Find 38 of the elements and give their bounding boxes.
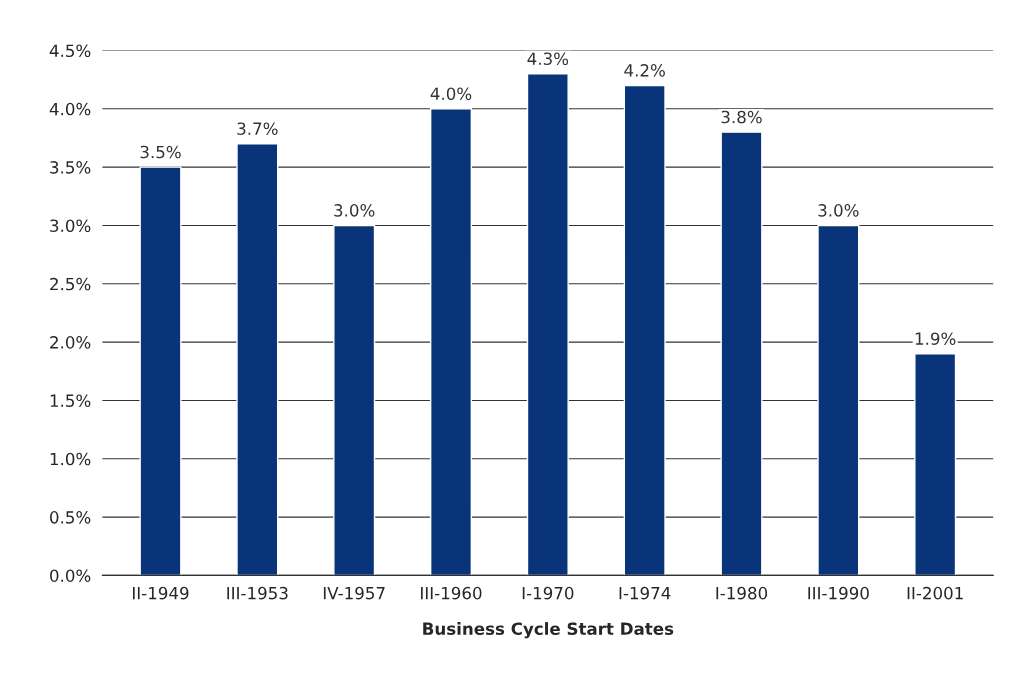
x-tick-label: II-1949 [133, 586, 189, 600]
data-label: 1.9% [915, 332, 956, 345]
x-tick-label: III-1953 [227, 586, 288, 600]
data-label: 3.0% [334, 204, 375, 217]
data-label: 3.7% [237, 122, 278, 136]
y-tick-label: 4.0% [49, 102, 91, 116]
bar [333, 224, 376, 576]
bar [817, 224, 860, 576]
x-tick-label: IV-1957 [323, 586, 385, 600]
data-label: 4.2% [624, 64, 665, 77]
x-tick-label: III-1960 [421, 586, 482, 600]
y-tick-label: 4.5% [49, 44, 91, 58]
y-tick-label: 1.5% [50, 394, 91, 407]
y-tick-label: 0.5% [50, 511, 91, 524]
data-label: 4.0% [430, 87, 472, 101]
x-tick-label: III-1990 [808, 586, 869, 600]
y-tick-label: 1.0% [50, 452, 91, 466]
x-tick-label: I-1970 [522, 586, 574, 600]
bar [720, 131, 763, 576]
data-label: 4.3% [527, 52, 569, 66]
bar [623, 84, 666, 576]
x-tick-label: II-2001 [907, 586, 963, 600]
y-tick-label: 2.5% [50, 277, 91, 291]
data-label: 3.8% [721, 110, 762, 124]
bar [526, 73, 569, 576]
data-label: 3.0% [818, 204, 859, 217]
y-tick-label: 0.0% [50, 569, 91, 582]
bar [914, 353, 957, 576]
x-tick-label: I-1980 [716, 586, 768, 600]
y-tick-label: 2.0% [50, 336, 91, 349]
bar [236, 143, 279, 576]
y-tick-label: 3.5% [50, 161, 91, 174]
x-axis-title: Business Cycle Start Dates [423, 622, 674, 639]
bar [429, 108, 473, 576]
y-tick-label: 3.0% [50, 219, 91, 233]
x-tick-label: I-1974 [619, 586, 671, 600]
data-label: 3.5% [140, 145, 181, 159]
bar [139, 166, 182, 576]
